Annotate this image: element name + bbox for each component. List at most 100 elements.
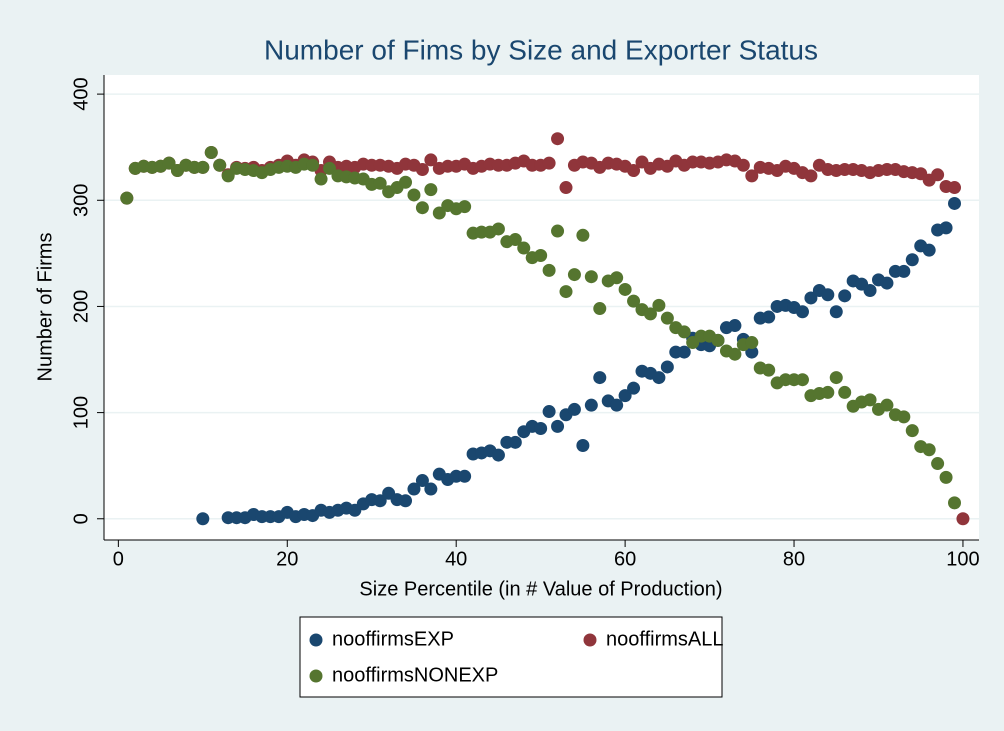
point	[542, 263, 556, 277]
point	[804, 169, 818, 183]
legend-label: nooffirmsEXP	[332, 628, 454, 650]
point	[829, 371, 843, 385]
y-tick-label: 400	[70, 77, 92, 110]
point	[897, 264, 911, 278]
point	[407, 188, 421, 202]
point	[508, 435, 522, 449]
legend-label: nooffirmsALL	[606, 628, 723, 650]
point	[627, 164, 641, 178]
point	[551, 224, 565, 238]
y-tick-label: 100	[70, 396, 92, 429]
point	[880, 276, 894, 290]
chart-title: Number of Fims by Size and Exporter Stat…	[264, 34, 818, 65]
x-tick-label: 20	[276, 548, 298, 570]
point	[306, 158, 320, 172]
legend	[299, 616, 723, 698]
point	[863, 284, 877, 298]
point	[204, 146, 218, 159]
point	[660, 360, 674, 374]
point	[551, 419, 565, 433]
point	[660, 311, 674, 325]
point	[399, 175, 413, 189]
point	[567, 402, 581, 416]
point	[838, 289, 852, 303]
point	[508, 233, 522, 247]
point	[551, 132, 565, 146]
plot-area	[104, 75, 979, 540]
point	[407, 482, 421, 496]
point	[728, 319, 742, 333]
point	[576, 228, 590, 242]
point	[762, 310, 776, 324]
point	[728, 347, 742, 361]
point	[517, 241, 531, 255]
point	[652, 371, 666, 385]
point	[618, 389, 632, 403]
y-axis-title: Number of Firms	[34, 233, 56, 382]
legend-marker	[309, 669, 323, 683]
point	[213, 158, 227, 172]
point	[584, 398, 598, 412]
point	[897, 410, 911, 424]
point	[415, 201, 429, 215]
point	[939, 470, 953, 484]
point	[314, 172, 328, 186]
point	[534, 248, 548, 262]
point	[610, 398, 624, 412]
point	[821, 288, 835, 302]
legend-marker	[309, 633, 323, 647]
point	[745, 345, 759, 359]
point	[931, 168, 945, 182]
point	[559, 181, 573, 195]
point	[880, 398, 894, 412]
point	[415, 474, 429, 488]
point	[863, 393, 877, 407]
point	[424, 482, 438, 496]
x-tick-label: 100	[946, 548, 979, 570]
point	[567, 268, 581, 282]
point	[956, 512, 970, 526]
point	[652, 298, 666, 312]
point	[948, 196, 962, 210]
point	[432, 206, 446, 220]
point	[373, 176, 387, 190]
point	[593, 371, 607, 385]
point	[559, 285, 573, 299]
legend-label: nooffirmsNONEXP	[332, 664, 498, 686]
x-tick-label: 60	[614, 548, 636, 570]
point	[821, 385, 835, 399]
y-tick-label: 200	[70, 290, 92, 323]
point	[323, 161, 337, 175]
point	[491, 448, 505, 462]
point	[542, 405, 556, 419]
point	[804, 291, 818, 305]
x-axis-title: Size Percentile (in # Value of Productio…	[359, 578, 722, 600]
point	[399, 494, 413, 508]
point	[795, 305, 809, 319]
point	[948, 181, 962, 195]
point	[196, 160, 210, 174]
y-tick-label: 0	[70, 513, 92, 524]
point	[458, 200, 472, 214]
y-tick-label: 300	[70, 184, 92, 217]
point	[221, 169, 235, 183]
point	[643, 307, 657, 321]
point	[948, 496, 962, 510]
point	[736, 158, 750, 172]
point	[838, 385, 852, 399]
point	[196, 512, 210, 526]
point	[120, 191, 134, 205]
point	[618, 282, 632, 296]
point	[922, 443, 936, 457]
legend-marker	[583, 633, 597, 647]
x-tick-label: 40	[445, 548, 467, 570]
point	[905, 253, 919, 267]
x-tick-label: 80	[783, 548, 805, 570]
point	[931, 457, 945, 471]
point	[711, 333, 725, 347]
point	[424, 153, 438, 167]
point	[542, 156, 556, 170]
point	[593, 302, 607, 316]
point	[922, 243, 936, 257]
